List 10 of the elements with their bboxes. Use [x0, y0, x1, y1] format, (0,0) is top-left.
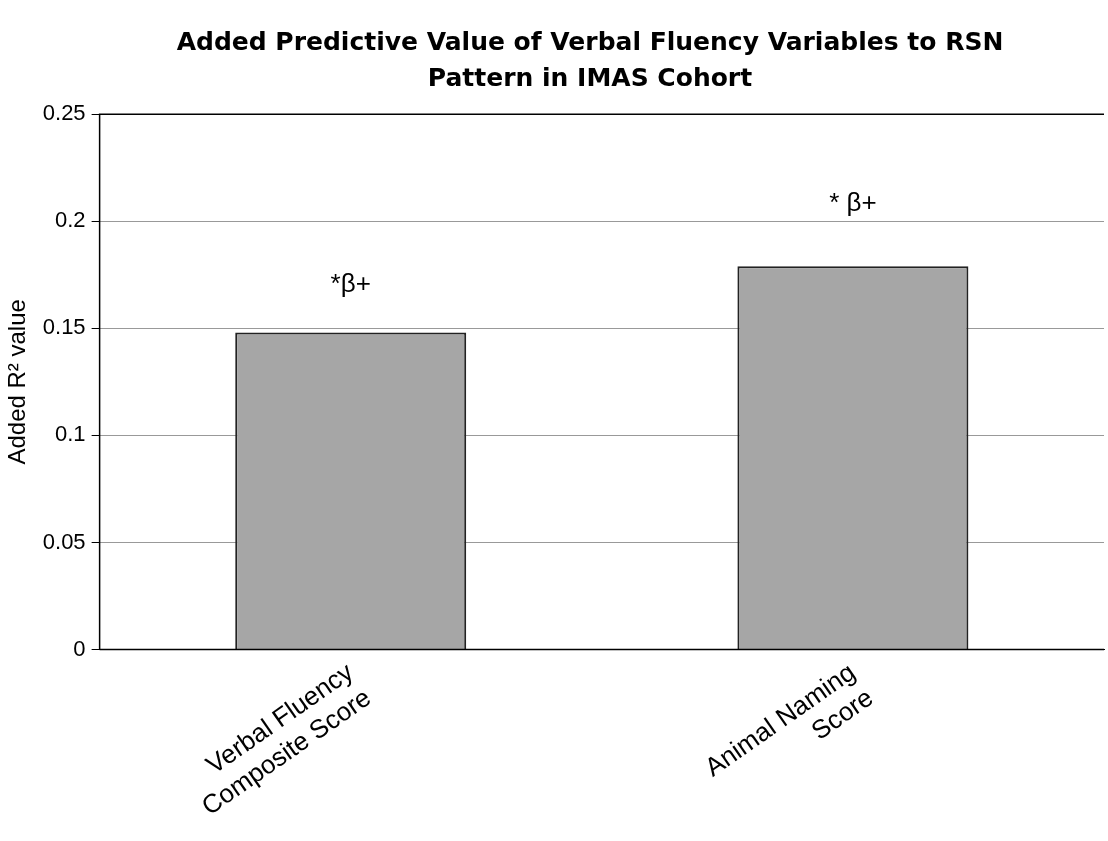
y-tick-label: 0.1 [55, 421, 86, 447]
annotation: *β+ [330, 267, 371, 298]
y-tick-label: 0 [73, 635, 86, 661]
y-tick-label: 0.2 [55, 207, 86, 233]
chart-title: Added Predictive Value of Verbal Fluency Variables to RSN Pattern in IMAS Cohort [175, 26, 1005, 94]
y-tick-label: 0.15 [42, 314, 86, 340]
y-tick-label: 0.05 [42, 528, 86, 554]
annotation: * β+ [829, 187, 877, 218]
y-tick-label: 0.25 [42, 100, 86, 126]
y-axis-title: Added R² value [3, 299, 31, 465]
